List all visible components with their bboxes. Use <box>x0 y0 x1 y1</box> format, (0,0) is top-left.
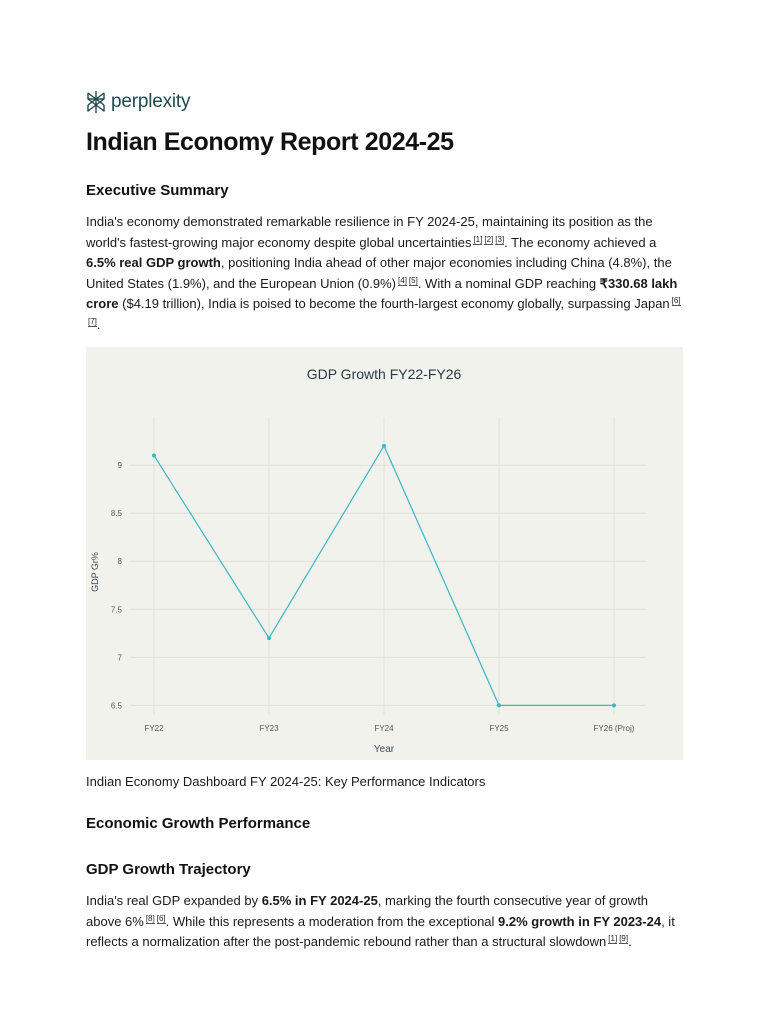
y-tick-label: 8 <box>118 557 123 566</box>
y-tick-label: 6.5 <box>111 701 123 710</box>
chart-canvas: GDP Growth FY22-FY26 6.5 7 7.5 8 8.5 9 FY22 FY… <box>90 366 646 755</box>
gdp-trajectory-heading: GDP Growth Trajectory <box>86 861 251 878</box>
perplexity-logo-icon <box>87 91 105 113</box>
citation-link[interactable]: [1] <box>608 934 618 944</box>
y-tick-label: 7 <box>118 653 123 662</box>
x-axis-label: Year <box>374 744 395 755</box>
citation-link[interactable]: [6] <box>156 913 166 924</box>
x-tick-label: FY22 <box>144 724 164 733</box>
page-title: Indian Economy Report 2024-25 <box>86 128 454 156</box>
y-tick-label: 7.5 <box>111 605 123 614</box>
gdp-growth-chart: GDP Growth FY22-FY26 6.5 7 7.5 8 8.5 9 FY22 FY… <box>86 347 683 760</box>
x-tick-label: FY26 (Proj) <box>594 724 635 733</box>
data-point <box>612 703 616 708</box>
citation-link[interactable]: [2] <box>484 234 494 245</box>
brand-logo[interactable]: perplexity <box>86 90 191 114</box>
x-tick-label: FY23 <box>259 724 279 733</box>
y-tick-label: 9 <box>118 461 123 470</box>
executive-summary-paragraph: India's economy demonstrated remarkable … <box>86 214 681 332</box>
citation-link[interactable]: [9] <box>619 934 629 944</box>
gdp-trajectory-paragraph: India's real GDP expanded by 6.5% in FY … <box>86 893 675 949</box>
y-tick-label: 8.5 <box>111 509 123 518</box>
citation-link[interactable]: [7] <box>88 316 97 327</box>
y-axis-label: GDP Gr% <box>90 552 100 592</box>
data-point <box>382 443 386 448</box>
executive-summary-heading: Executive Summary <box>86 182 229 199</box>
data-point <box>152 453 156 458</box>
citation-link[interactable]: [6] <box>671 296 681 306</box>
chart-caption: Indian Economy Dashboard FY 2024-25: Key… <box>86 774 486 789</box>
citation-link[interactable]: [3] <box>495 234 505 245</box>
chart-title: GDP Growth FY22-FY26 <box>307 366 462 382</box>
x-tick-label: FY25 <box>489 724 509 733</box>
citation-link[interactable]: [8] <box>145 913 155 924</box>
citation-link[interactable]: [5] <box>408 275 418 286</box>
economic-growth-heading: Economic Growth Performance <box>86 815 311 832</box>
citation-link[interactable]: [1] <box>473 234 483 245</box>
data-point <box>497 703 501 708</box>
brand-name: perplexity <box>111 91 191 112</box>
citation-link[interactable]: [4] <box>398 275 407 286</box>
x-tick-label: FY24 <box>374 724 394 733</box>
data-point <box>267 636 271 641</box>
